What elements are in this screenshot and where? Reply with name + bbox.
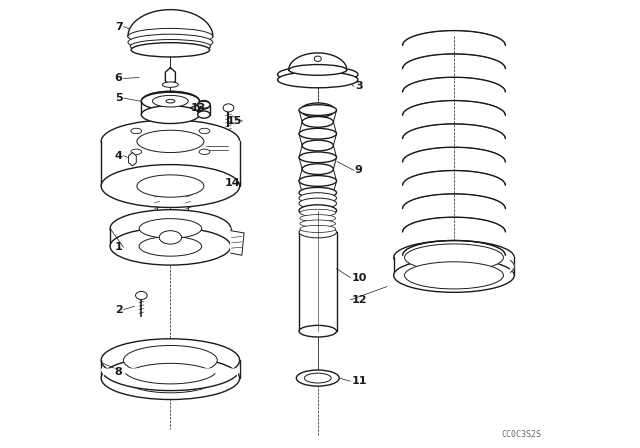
Text: 10: 10 <box>351 272 367 283</box>
Text: 8: 8 <box>115 367 123 377</box>
Polygon shape <box>299 110 337 122</box>
Ellipse shape <box>278 66 358 82</box>
Ellipse shape <box>131 128 141 134</box>
Polygon shape <box>128 9 213 36</box>
Ellipse shape <box>159 231 182 244</box>
Ellipse shape <box>404 244 504 271</box>
Ellipse shape <box>101 339 239 382</box>
Ellipse shape <box>300 220 335 227</box>
Polygon shape <box>101 360 239 378</box>
Ellipse shape <box>141 91 200 111</box>
Ellipse shape <box>314 56 321 61</box>
Polygon shape <box>299 134 337 146</box>
Polygon shape <box>101 142 239 186</box>
Text: 7: 7 <box>115 22 123 32</box>
Text: 6: 6 <box>115 73 123 83</box>
Ellipse shape <box>394 241 515 275</box>
Ellipse shape <box>299 105 337 116</box>
Polygon shape <box>394 258 515 276</box>
Text: 12: 12 <box>351 295 367 305</box>
Ellipse shape <box>163 82 179 87</box>
Polygon shape <box>230 231 244 255</box>
Ellipse shape <box>101 120 239 163</box>
Ellipse shape <box>299 176 337 186</box>
Ellipse shape <box>101 357 239 400</box>
Polygon shape <box>511 261 515 272</box>
Polygon shape <box>101 369 239 391</box>
Ellipse shape <box>305 373 331 383</box>
Ellipse shape <box>299 129 337 139</box>
Polygon shape <box>289 53 347 70</box>
Ellipse shape <box>152 95 188 107</box>
Polygon shape <box>198 105 210 115</box>
Ellipse shape <box>101 164 239 207</box>
Polygon shape <box>299 122 337 134</box>
Text: 5: 5 <box>115 93 123 103</box>
Text: 14: 14 <box>225 178 241 188</box>
Text: 13: 13 <box>191 103 206 113</box>
Ellipse shape <box>199 149 210 155</box>
Ellipse shape <box>136 292 147 299</box>
Ellipse shape <box>128 28 213 44</box>
Ellipse shape <box>141 106 200 124</box>
Ellipse shape <box>110 228 230 265</box>
Ellipse shape <box>130 39 211 53</box>
Ellipse shape <box>299 152 337 163</box>
Ellipse shape <box>278 72 358 88</box>
Ellipse shape <box>299 193 337 203</box>
Ellipse shape <box>141 92 200 110</box>
Ellipse shape <box>131 149 141 155</box>
Ellipse shape <box>299 226 337 238</box>
Text: 15: 15 <box>227 116 242 126</box>
Ellipse shape <box>223 104 234 112</box>
Polygon shape <box>129 152 136 166</box>
Text: 1: 1 <box>115 242 123 252</box>
Polygon shape <box>299 232 337 331</box>
Text: CC0C3S2S: CC0C3S2S <box>501 430 541 439</box>
Ellipse shape <box>299 187 337 198</box>
Ellipse shape <box>300 215 335 222</box>
Text: 3: 3 <box>355 82 362 91</box>
Text: 11: 11 <box>351 376 367 386</box>
Ellipse shape <box>296 370 339 386</box>
Ellipse shape <box>302 140 333 151</box>
Ellipse shape <box>300 209 335 216</box>
Polygon shape <box>299 181 337 193</box>
Ellipse shape <box>300 225 335 233</box>
Ellipse shape <box>141 91 200 111</box>
Text: 4: 4 <box>115 151 123 161</box>
Ellipse shape <box>198 111 210 118</box>
Ellipse shape <box>166 99 175 103</box>
Ellipse shape <box>110 210 230 247</box>
Polygon shape <box>299 169 337 181</box>
Polygon shape <box>299 146 337 157</box>
Ellipse shape <box>394 258 515 293</box>
Polygon shape <box>110 228 230 246</box>
Text: 2: 2 <box>115 305 123 315</box>
Ellipse shape <box>139 219 202 238</box>
Text: 9: 9 <box>355 165 363 176</box>
Ellipse shape <box>198 100 210 109</box>
Ellipse shape <box>124 363 217 393</box>
Ellipse shape <box>137 175 204 197</box>
Ellipse shape <box>302 164 333 174</box>
Polygon shape <box>165 68 175 86</box>
Ellipse shape <box>139 237 202 256</box>
Ellipse shape <box>302 116 333 127</box>
Ellipse shape <box>299 198 337 209</box>
Ellipse shape <box>299 205 337 216</box>
Ellipse shape <box>299 325 337 337</box>
Ellipse shape <box>404 262 504 289</box>
Ellipse shape <box>131 43 210 57</box>
Polygon shape <box>141 101 200 115</box>
Ellipse shape <box>128 34 213 50</box>
Ellipse shape <box>301 103 335 117</box>
Ellipse shape <box>124 345 217 375</box>
Ellipse shape <box>199 128 210 134</box>
Ellipse shape <box>198 101 210 108</box>
Ellipse shape <box>289 65 347 75</box>
Ellipse shape <box>137 130 204 152</box>
Polygon shape <box>299 157 337 169</box>
